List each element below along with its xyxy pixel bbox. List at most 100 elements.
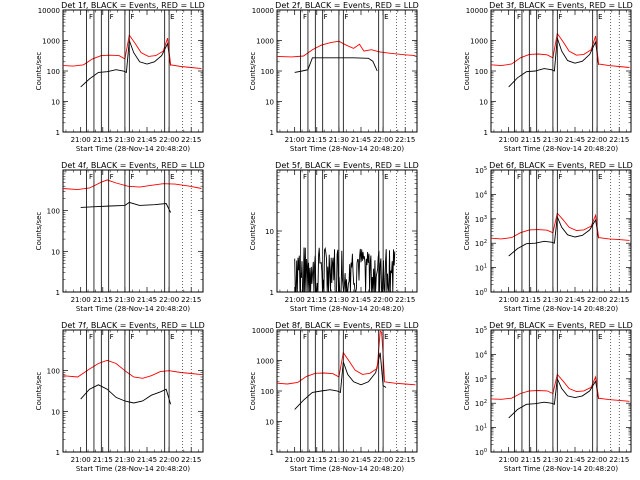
x-tick-label: 21:15 xyxy=(521,296,541,304)
y-tick-label: 104 xyxy=(475,190,487,199)
flag-letter: E xyxy=(170,173,174,181)
plot-frame xyxy=(490,9,632,133)
flag-letter: F xyxy=(89,13,93,21)
x-tick-label: 21:00 xyxy=(71,136,91,144)
flag-letter: F xyxy=(110,173,114,181)
plot-frame xyxy=(276,9,418,133)
flag-letter: F xyxy=(538,13,542,21)
flag-letter: F xyxy=(344,173,348,181)
flag-letter: F xyxy=(517,13,521,21)
y-tick-label: 10 xyxy=(51,248,60,256)
x-tick-label: 21:00 xyxy=(71,296,91,304)
x-tick-label: 21:30 xyxy=(329,456,349,464)
x-tick-label: 22:15 xyxy=(609,136,629,144)
x-tick-label: 22:15 xyxy=(609,456,629,464)
y-tick-label: 10000 xyxy=(252,7,274,15)
plot-frame xyxy=(62,169,204,293)
x-tick-label: 22:15 xyxy=(395,296,415,304)
x-tick-label: 21:30 xyxy=(115,296,135,304)
y-tick-label: 10 xyxy=(479,99,488,107)
plot-frame xyxy=(62,329,204,453)
x-axis-label: Start Time (28-Nov-14 20:48:20) xyxy=(504,465,618,473)
x-tick-label: 22:00 xyxy=(587,296,607,304)
y-tick-label: 103 xyxy=(475,215,487,224)
series-events-line xyxy=(294,57,378,73)
flag-letter: F xyxy=(538,333,542,341)
flag-letter: E xyxy=(384,173,388,181)
x-tick-label: 21:15 xyxy=(93,136,113,144)
x-tick-label: 21:45 xyxy=(565,456,585,464)
flag-letter: F xyxy=(130,333,134,341)
y-tick-label: 100 xyxy=(475,448,487,457)
y-axis-label: Counts/sec xyxy=(463,52,471,91)
flag-letter: F xyxy=(303,13,307,21)
flag-letter: F xyxy=(538,173,542,181)
y-tick-label: 100 xyxy=(261,388,274,396)
series-lld-line xyxy=(62,179,202,191)
y-tick-label: 100 xyxy=(475,68,488,76)
y-tick-label: 105 xyxy=(475,166,487,175)
x-tick-label: 22:15 xyxy=(395,456,415,464)
x-axis-label: Start Time (28-Nov-14 20:48:20) xyxy=(290,305,404,313)
x-tick-label: 21:45 xyxy=(351,296,371,304)
x-axis-label: Start Time (28-Nov-14 20:48:20) xyxy=(76,305,190,313)
y-tick-label: 1 xyxy=(56,129,60,137)
y-axis-label: Counts/sec xyxy=(463,372,471,411)
x-tick-label: 21:15 xyxy=(521,456,541,464)
y-tick-label: 1000 xyxy=(256,38,274,46)
flag-letter: F xyxy=(324,173,328,181)
y-tick-label: 100 xyxy=(47,368,60,376)
flag-letter: F xyxy=(130,13,134,21)
y-axis-label: Counts/sec xyxy=(35,372,43,411)
flag-letter: F xyxy=(344,13,348,21)
panel-title: Det 7f, BLACK = Events, RED = LLD xyxy=(61,321,205,330)
x-tick-label: 21:15 xyxy=(307,136,327,144)
series-lld-line xyxy=(62,33,202,70)
panel-det-7: Det 7f, BLACK = Events, RED = LLD 1 10 100 C… xyxy=(35,321,205,473)
y-tick-label: 1 xyxy=(270,289,274,297)
panel-det-3: Det 3f, BLACK = Events, RED = LLD 1 10 100 1… xyxy=(463,1,633,153)
x-tick-label: 21:30 xyxy=(115,456,135,464)
x-axis-label: Start Time (28-Nov-14 20:48:20) xyxy=(504,305,618,313)
x-tick-label: 21:45 xyxy=(137,136,157,144)
series-lld-line xyxy=(490,373,630,402)
y-tick-label: 1000 xyxy=(256,358,274,366)
panel-title: Det 1f, BLACK = Events, RED = LLD xyxy=(61,1,205,10)
y-tick-label: 104 xyxy=(475,350,487,359)
x-axis-label: Start Time (28-Nov-14 20:48:20) xyxy=(504,145,618,153)
x-tick-label: 21:00 xyxy=(285,456,305,464)
y-tick-label: 1 xyxy=(56,449,60,457)
panel-title: Det 6f, BLACK = Events, RED = LLD xyxy=(489,161,633,170)
x-tick-label: 21:00 xyxy=(285,296,305,304)
flag-letter: F xyxy=(558,173,562,181)
y-tick-label: 105 xyxy=(475,326,487,335)
y-tick-label: 10000 xyxy=(38,7,60,15)
y-axis-label: Counts/sec xyxy=(249,52,257,91)
flag-letter: F xyxy=(303,173,307,181)
x-tick-label: 21:00 xyxy=(499,296,519,304)
x-tick-label: 22:00 xyxy=(159,296,179,304)
x-tick-label: 21:15 xyxy=(307,296,327,304)
x-axis-label: Start Time (28-Nov-14 20:48:20) xyxy=(290,145,404,153)
x-tick-label: 22:15 xyxy=(181,456,201,464)
x-tick-label: 21:00 xyxy=(499,456,519,464)
y-axis-label: Counts/sec xyxy=(463,212,471,251)
x-tick-label: 21:15 xyxy=(307,456,327,464)
x-axis-label: Start Time (28-Nov-14 20:48:20) xyxy=(76,465,190,473)
y-axis-label: Counts/sec xyxy=(249,372,257,411)
x-tick-label: 22:00 xyxy=(373,456,393,464)
x-tick-label: 21:30 xyxy=(543,136,563,144)
y-tick-label: 102 xyxy=(475,399,487,408)
flag-letter: E xyxy=(384,13,388,21)
x-tick-label: 22:00 xyxy=(373,296,393,304)
series-lld-line xyxy=(276,40,416,58)
x-axis-label: Start Time (28-Nov-14 20:48:20) xyxy=(76,145,190,153)
x-tick-label: 21:45 xyxy=(351,136,371,144)
series-events-line xyxy=(294,352,387,410)
y-tick-label: 100 xyxy=(47,68,60,76)
panel-title: Det 4f, BLACK = Events, RED = LLD xyxy=(61,161,205,170)
x-tick-label: 21:30 xyxy=(329,136,349,144)
y-axis-label: Counts/sec xyxy=(35,52,43,91)
x-tick-label: 21:30 xyxy=(115,136,135,144)
y-axis-label: Counts/sec xyxy=(35,212,43,251)
